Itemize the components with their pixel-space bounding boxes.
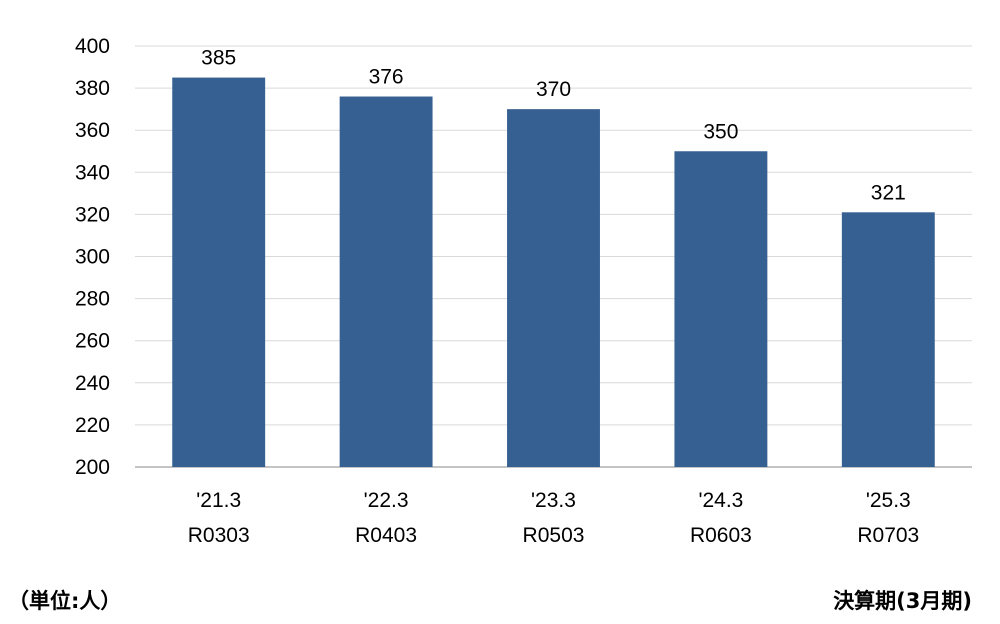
x-category-label: R0403 xyxy=(355,524,417,547)
x-category-label: R0303 xyxy=(188,524,250,547)
y-tick-label: 260 xyxy=(75,330,110,353)
bar xyxy=(841,212,935,467)
y-tick-label: 240 xyxy=(75,372,110,395)
bars xyxy=(172,77,935,468)
x-category-label: R0603 xyxy=(690,524,752,547)
y-tick-label: 280 xyxy=(75,288,110,311)
y-tick-label: 300 xyxy=(75,246,110,269)
x-category-label: '23.3 xyxy=(531,489,576,512)
bar xyxy=(339,96,433,468)
data-labels: 385 376 370 350 321 xyxy=(201,47,906,205)
data-label: 385 xyxy=(201,47,236,70)
fiscal-period-note: 決算期(3月期) xyxy=(833,589,972,613)
x-category-label: R0703 xyxy=(857,524,919,547)
bar xyxy=(172,77,266,467)
y-tick-label: 360 xyxy=(75,119,110,142)
y-tick-label: 400 xyxy=(75,35,110,58)
x-category-label: '22.3 xyxy=(364,489,409,512)
bar xyxy=(674,151,768,467)
x-axis-categories: '21.3 R0303 '22.3 R0403 '23.3 R0503 '24.3 R0603… xyxy=(188,489,919,547)
data-label: 350 xyxy=(703,120,738,143)
bar xyxy=(507,109,600,468)
y-axis-ticks: 200 220 240 260 280 300 320 340 360 380 400 xyxy=(75,35,110,479)
x-category-label: '21.3 xyxy=(196,489,241,512)
y-tick-label: 320 xyxy=(75,203,110,226)
data-label: 370 xyxy=(536,78,571,101)
x-category-label: '25.3 xyxy=(866,489,911,512)
y-tick-label: 220 xyxy=(75,414,110,437)
data-label: 376 xyxy=(369,66,404,89)
x-category-label: R0503 xyxy=(523,524,585,547)
x-category-label: '24.3 xyxy=(698,489,743,512)
y-tick-label: 340 xyxy=(75,161,110,184)
y-tick-label: 380 xyxy=(75,77,110,100)
unit-note: （単位:人） xyxy=(8,589,122,613)
data-label: 321 xyxy=(871,181,906,204)
y-tick-label: 200 xyxy=(75,456,110,479)
